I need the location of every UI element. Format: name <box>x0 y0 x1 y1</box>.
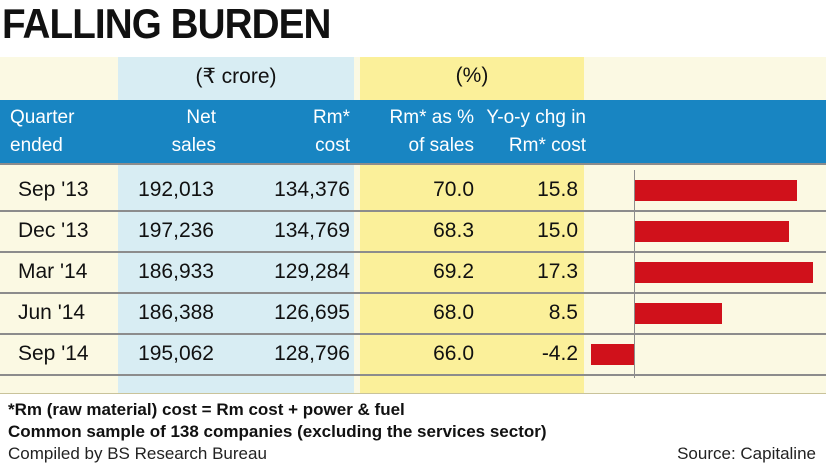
cell-rm-pct: 69.2 <box>433 260 474 283</box>
cell-rm-pct: 68.3 <box>433 219 474 242</box>
cell-quarter: Jun '14 <box>18 301 86 324</box>
source-credit: Source: Capitaline <box>677 444 816 463</box>
footnote-sample: Common sample of 138 companies (excludin… <box>8 422 547 441</box>
header-rm-cost: Rm* cost <box>260 104 350 160</box>
cell-yoy: 8.5 <box>548 301 578 324</box>
cell-net-sales: 186,388 <box>138 301 214 324</box>
cell-net-sales: 186,933 <box>138 260 214 283</box>
cell-rm-cost: 134,376 <box>274 178 350 201</box>
cell-yoy: 15.0 <box>537 219 578 242</box>
header-quarter-ended: Quarter ended <box>10 104 74 160</box>
cell-quarter: Sep '13 <box>18 178 89 201</box>
cell-yoy: -4.2 <box>541 342 578 365</box>
footnote-raw-material: *Rm (raw material) cost = Rm cost + powe… <box>8 400 405 419</box>
cell-net-sales: 195,062 <box>138 342 214 365</box>
header-rm-pct: Rm* as % of sales <box>372 104 474 160</box>
header-rm-pct-line2: of sales <box>408 135 474 156</box>
unit-label-percent: (%) <box>455 64 489 87</box>
header-quarter-line2: ended <box>10 135 63 156</box>
yoy-bar <box>634 303 722 324</box>
yoy-bar <box>634 262 813 283</box>
header-yoy-line2: Rm* cost <box>508 135 586 156</box>
cell-quarter: Mar '14 <box>18 260 88 283</box>
yoy-bar <box>634 221 790 242</box>
header-rm-cost-line1: Rm* <box>313 107 350 128</box>
yoy-bar <box>634 180 798 201</box>
cell-rm-cost: 128,796 <box>274 342 350 365</box>
cell-rm-cost: 126,695 <box>274 301 350 324</box>
cell-quarter: Dec '13 <box>18 219 89 242</box>
cell-rm-cost: 134,769 <box>274 219 350 242</box>
cell-rm-pct: 70.0 <box>433 178 474 201</box>
row-divider <box>0 210 826 212</box>
compiled-by: Compiled by BS Research Bureau <box>8 444 267 463</box>
chart-title: FALLING BURDEN <box>2 0 331 47</box>
header-divider <box>0 163 826 165</box>
cell-net-sales: 197,236 <box>138 219 214 242</box>
cell-yoy: 17.3 <box>537 260 578 283</box>
row-divider <box>0 292 826 294</box>
cell-rm-pct: 66.0 <box>433 342 474 365</box>
header-rm-pct-line1: Rm* as % <box>389 107 474 128</box>
cell-rm-pct: 68.0 <box>433 301 474 324</box>
header-quarter-line1: Quarter <box>10 107 75 128</box>
row-divider <box>0 333 826 335</box>
row-divider <box>0 251 826 253</box>
cell-net-sales: 192,013 <box>138 178 214 201</box>
yoy-bar <box>590 344 634 365</box>
header-net-sales: Net sales <box>130 104 216 160</box>
bar-zero-axis <box>634 170 635 378</box>
header-yoy: Y-o-y chg in Rm* cost <box>476 104 586 160</box>
header-yoy-line1: Y-o-y chg in <box>486 107 586 128</box>
header-net-sales-line2: sales <box>171 135 216 156</box>
cell-quarter: Sep '14 <box>18 342 89 365</box>
panel-bottom-rule <box>0 393 826 394</box>
row-divider <box>0 374 826 376</box>
header-rm-cost-line2: cost <box>315 135 350 156</box>
cell-rm-cost: 129,284 <box>274 260 350 283</box>
unit-label-crore: (₹ crore) <box>195 65 277 88</box>
header-net-sales-line1: Net <box>186 107 216 128</box>
header-bar <box>0 100 826 163</box>
cell-yoy: 15.8 <box>537 178 578 201</box>
